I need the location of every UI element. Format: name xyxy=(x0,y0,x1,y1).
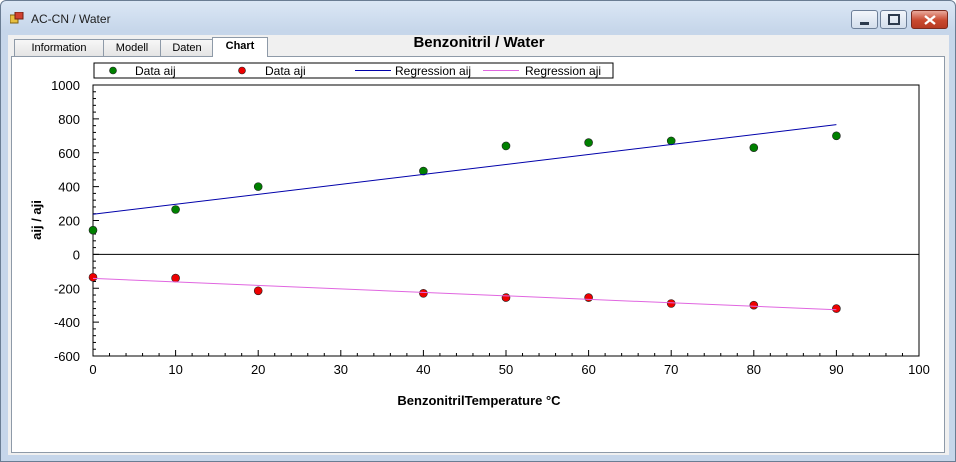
regression-line xyxy=(92,124,837,215)
legend-items: Data aij Data aji Regression aij Regression… xyxy=(109,64,601,78)
x-tick-label: 60 xyxy=(581,362,595,377)
legend-marker-swatch xyxy=(109,66,117,75)
plot-area xyxy=(92,84,920,357)
data-point xyxy=(584,293,593,302)
data-point xyxy=(253,182,263,191)
data-point xyxy=(501,293,511,302)
data-point xyxy=(419,166,428,176)
chart-title: Benzonitril / Water xyxy=(413,34,544,51)
tab-information[interactable]: Information xyxy=(14,39,104,56)
data-point xyxy=(171,205,180,214)
data-point xyxy=(832,131,841,141)
x-tick-label: 40 xyxy=(416,362,430,377)
title-bar[interactable]: AC-CN / Water xyxy=(1,1,955,35)
maximize-icon xyxy=(888,14,900,25)
data-point xyxy=(666,299,676,308)
x-tick-label: 100 xyxy=(908,362,930,377)
x-axis-label: BenzonitrilTemperature °C xyxy=(397,393,561,408)
x-tick-label: 90 xyxy=(829,362,843,377)
data-point xyxy=(419,289,428,298)
y-tick-label: 1000 xyxy=(51,78,80,93)
window-title: AC-CN / Water xyxy=(31,12,111,26)
close-icon xyxy=(924,15,936,25)
x-tick-label: 80 xyxy=(747,362,761,377)
y-tick-label: 800 xyxy=(58,112,80,127)
data-point xyxy=(832,304,841,313)
y-tick-label: 400 xyxy=(58,180,80,195)
series-layer xyxy=(88,124,841,313)
legend-marker-swatch xyxy=(238,66,246,75)
x-tick-label: 50 xyxy=(499,362,513,377)
tab-chart[interactable]: Chart xyxy=(212,37,268,57)
data-point xyxy=(88,225,98,235)
data-point xyxy=(253,286,263,296)
data-point xyxy=(501,141,511,151)
legend-label: Data aij xyxy=(135,64,176,78)
x-tick-label: 30 xyxy=(334,362,348,377)
y-axis-label: aij / aji xyxy=(29,200,44,240)
legend-label: Data aji xyxy=(265,64,306,78)
y-tick-label: 0 xyxy=(73,247,80,262)
x-tick-label: 10 xyxy=(168,362,182,377)
legend-label: Regression aji xyxy=(525,64,601,78)
x-tick-label: 0 xyxy=(89,362,96,377)
y-tick-label: 200 xyxy=(58,214,80,229)
y-tick-label: -600 xyxy=(54,349,80,364)
x-tick-label: 20 xyxy=(251,362,265,377)
data-point xyxy=(749,300,759,310)
y-tick-label: 600 xyxy=(58,146,80,161)
minimize-icon xyxy=(860,22,869,25)
data-point xyxy=(171,273,180,283)
y-tick-label: -200 xyxy=(54,281,80,296)
axes: 0 10 20 30 40 50 60 70 80 90 100 -600 -400 -200 0 200 40… xyxy=(51,78,930,377)
chart: Benzonitril / Water Data aij Data aji Regr… xyxy=(29,34,930,408)
close-button[interactable] xyxy=(911,10,948,29)
data-point xyxy=(88,272,98,282)
regression-line xyxy=(92,277,837,311)
y-tick-label: -400 xyxy=(54,315,80,330)
maximize-button[interactable] xyxy=(880,10,907,29)
tab-daten[interactable]: Daten xyxy=(160,39,214,56)
x-tick-label: 70 xyxy=(664,362,678,377)
legend-label: Regression aij xyxy=(395,64,471,78)
legend xyxy=(93,62,614,79)
data-point xyxy=(666,136,676,146)
data-point xyxy=(749,143,759,152)
minimize-button[interactable] xyxy=(851,10,878,29)
data-point xyxy=(584,138,593,147)
app-icon xyxy=(10,12,24,24)
tab-modell[interactable]: Modell xyxy=(103,39,161,56)
